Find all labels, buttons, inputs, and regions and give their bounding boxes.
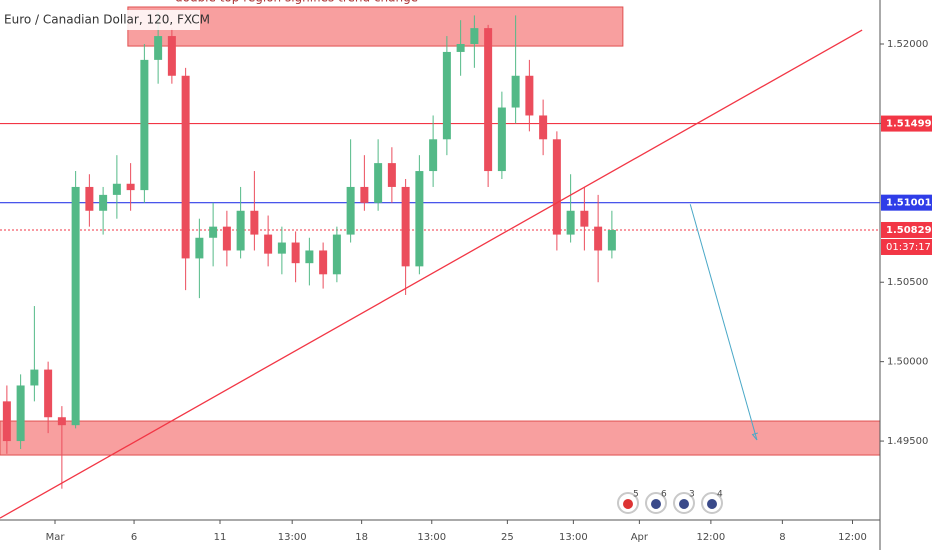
candle-body	[387, 163, 396, 187]
candle-body	[209, 226, 218, 238]
countdown: 01:37:17	[886, 242, 931, 253]
event-count: 3	[689, 490, 695, 500]
event-count: 5	[633, 490, 639, 500]
zone	[127, 6, 624, 47]
event-flag	[651, 499, 661, 509]
candle-body	[181, 75, 190, 259]
price-axis-bg	[880, 0, 932, 550]
candle-body	[30, 369, 39, 386]
x-tick-label: 13:00	[559, 532, 588, 543]
candle-body	[594, 226, 603, 251]
candle-body	[552, 139, 561, 235]
candle-body	[85, 186, 94, 211]
candle-body	[99, 194, 108, 211]
candle-body	[497, 107, 506, 172]
price-tag-label: 1.51001	[886, 198, 932, 209]
candle-body	[580, 210, 589, 227]
candle-body	[566, 210, 575, 235]
annotation: double top region signifies trend change	[175, 0, 418, 5]
candle-body	[539, 115, 548, 140]
title-bg	[0, 10, 200, 30]
candle-body	[222, 226, 231, 251]
price-tag-label: 1.50829	[886, 225, 932, 236]
candle-body	[332, 234, 341, 275]
event-flag	[623, 499, 633, 509]
trendline	[0, 29, 863, 519]
x-tick-label: 11	[214, 532, 227, 543]
price-tag-label: 1.51499	[886, 119, 932, 130]
candle-body	[456, 43, 465, 52]
candle-body	[236, 210, 245, 251]
candle-body	[484, 28, 493, 172]
arrow	[689, 204, 758, 441]
event-count: 6	[661, 490, 667, 500]
chart-title: Euro / Canadian Dollar, 120, FXCM	[4, 13, 210, 27]
candle-body	[442, 51, 451, 140]
arrow-head	[751, 432, 758, 441]
candle-body	[195, 237, 204, 259]
x-tick-label: 12:00	[838, 532, 867, 543]
price-tag	[881, 221, 932, 238]
x-tick-label: 6	[131, 532, 137, 543]
x-tick-label: 13:00	[278, 532, 307, 543]
price-tag	[881, 194, 932, 211]
event-flag	[707, 499, 717, 509]
countdown-bg	[881, 238, 932, 255]
candle-body	[415, 171, 424, 267]
candle-body	[511, 75, 520, 108]
zone	[0, 420, 881, 456]
x-tick-label: 12:00	[696, 532, 725, 543]
candle-body	[319, 250, 328, 275]
candle-body	[346, 186, 355, 235]
y-tick-label: 1.49500	[887, 436, 928, 447]
candle-body	[250, 210, 259, 235]
candle-body	[154, 36, 163, 60]
event-flag	[679, 499, 689, 509]
candle-body	[16, 385, 25, 442]
y-tick-label: 1.50000	[887, 357, 928, 368]
candle-body	[401, 186, 410, 267]
candle-body	[140, 59, 149, 191]
candle-body	[2, 401, 11, 442]
candle-body	[525, 75, 534, 116]
x-tick-label: Mar	[46, 532, 66, 543]
price-tag	[881, 115, 932, 132]
candle-body	[291, 242, 300, 264]
candle-body	[470, 28, 479, 44]
candle-body	[264, 234, 273, 254]
candle-body	[57, 417, 66, 426]
x-tick-label: Apr	[631, 532, 649, 543]
x-tick-label: 18	[355, 532, 368, 543]
x-tick-label: 13:00	[417, 532, 446, 543]
event-count: 4	[717, 490, 723, 500]
candle-body	[607, 229, 616, 251]
candle-body	[71, 186, 80, 426]
candle-body	[374, 163, 383, 203]
y-tick-label: 1.50500	[887, 277, 928, 288]
y-tick-label: 1.52000	[887, 39, 928, 50]
candle-body	[126, 183, 135, 191]
candle-body	[429, 139, 438, 172]
x-tick-label: 25	[501, 532, 514, 543]
candle-body	[112, 183, 121, 195]
candle-body	[360, 186, 369, 203]
candle-body	[44, 369, 53, 418]
candle-body	[277, 242, 286, 254]
x-tick-label: 8	[779, 532, 785, 543]
candle-body	[305, 250, 314, 264]
candle-body	[167, 36, 176, 76]
